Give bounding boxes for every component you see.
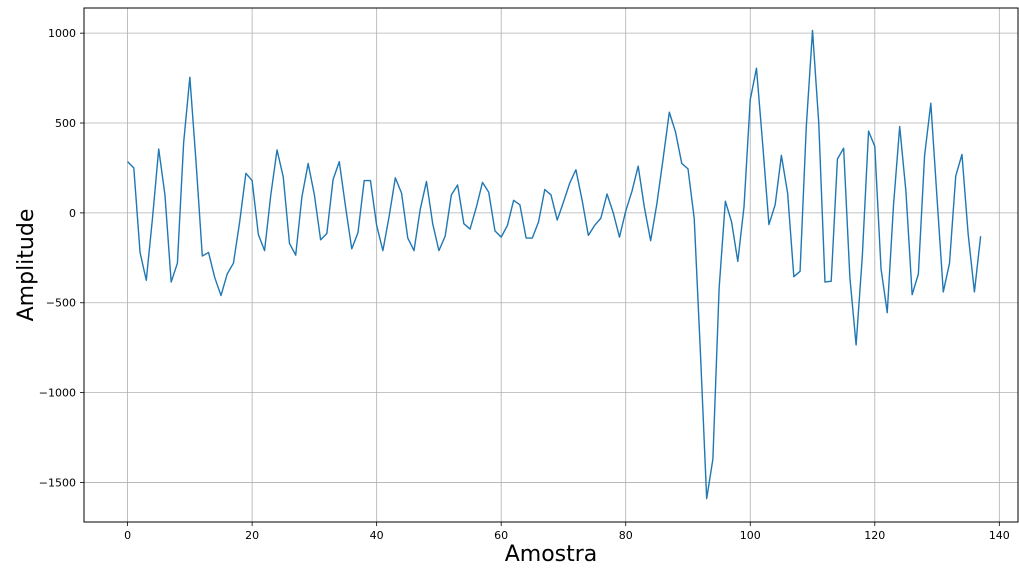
x-tick-label: 40 (370, 529, 384, 542)
y-tick-label: 1000 (48, 27, 76, 40)
x-tick-label: 80 (619, 529, 633, 542)
amplitude-series-line (127, 29, 982, 500)
y-tick-label: −1500 (39, 476, 76, 489)
x-tick-label: 0 (124, 529, 131, 542)
plot-frame (83, 7, 1019, 523)
y-tick-label: −500 (46, 297, 76, 310)
x-tick-label: 140 (989, 529, 1010, 542)
y-tick-label: 500 (55, 117, 76, 130)
grid-lines (84, 8, 1018, 522)
y-tick-label: 0 (69, 207, 76, 220)
y-tick-label: −1000 (39, 387, 76, 400)
x-tick-label: 20 (245, 529, 259, 542)
x-tick-label: 60 (494, 529, 508, 542)
y-axis-label: Amplitude (14, 209, 39, 322)
x-tick-label: 100 (740, 529, 761, 542)
axis-ticks: 0 20 40 60 80 100 120 140 1000 500 0 −500 −1000 −1500 (39, 27, 1010, 542)
x-tick-label: 120 (864, 529, 885, 542)
x-axis-label: Amostra (505, 542, 598, 567)
